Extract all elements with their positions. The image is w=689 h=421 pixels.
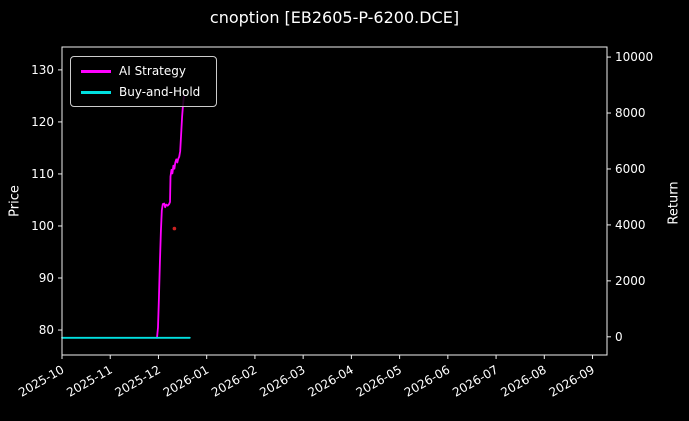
plot-border	[61, 46, 608, 356]
buy-and-hold-line-swatch	[81, 90, 111, 94]
legend-item-buy-and-hold: Buy-and-Hold	[81, 86, 206, 98]
right-tick-label: 0	[615, 330, 623, 344]
left-tick-label: 130	[31, 63, 54, 77]
x-tick-label: 2025-12	[113, 362, 163, 399]
legend: AI Strategy Buy-and-Hold	[70, 56, 217, 107]
x-tick-label: 2026-09	[547, 362, 597, 399]
right-tick-label: 6000	[615, 162, 646, 176]
left-tick-label: 120	[31, 115, 54, 129]
x-tick-label: 2025-11	[64, 362, 114, 399]
legend-label-ai-strategy: AI Strategy	[119, 64, 186, 78]
left-tick-label: 80	[39, 323, 54, 337]
x-tick-label: 2026-04	[305, 362, 355, 399]
right-tick-label: 8000	[615, 106, 646, 120]
x-tick-label: 2026-06	[402, 362, 452, 399]
left-tick-label: 100	[31, 219, 54, 233]
right-tick-label: 10000	[615, 50, 653, 64]
x-tick-label: 2026-01	[161, 362, 211, 399]
x-tick-label: 2026-07	[450, 362, 500, 399]
ai-strategy-line	[156, 95, 185, 339]
ai-strategy-line-swatch	[81, 69, 111, 73]
right-tick-label: 2000	[615, 274, 646, 288]
x-tick-label: 2026-05	[354, 362, 404, 399]
legend-label-buy-and-hold: Buy-and-Hold	[119, 85, 201, 99]
left-tick-label: 110	[31, 167, 54, 181]
x-tick-label: 2026-02	[209, 362, 259, 399]
x-tick-label: 2026-03	[257, 362, 307, 399]
x-tick-label: 2026-08	[498, 362, 548, 399]
trade-marker-dot	[172, 226, 177, 231]
chart-title: cnoption [EB2605-P-6200.DCE]	[209, 8, 460, 27]
right-tick-label: 4000	[615, 218, 646, 232]
left-tick-label: 90	[39, 271, 54, 285]
legend-item-ai-strategy: AI Strategy	[81, 65, 206, 77]
x-tick-label: 2025-10	[16, 362, 66, 399]
